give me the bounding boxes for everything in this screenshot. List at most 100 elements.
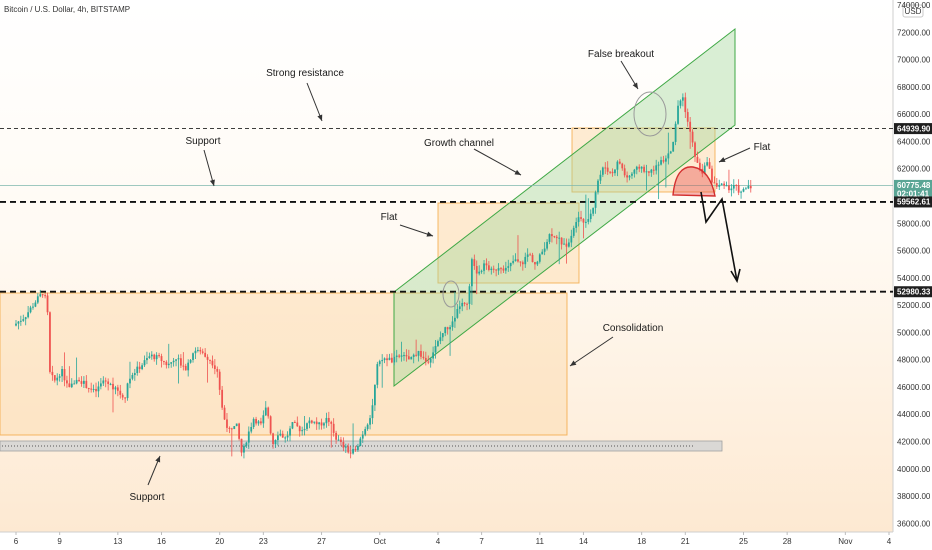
callout-arrowhead: [209, 179, 215, 186]
x-tick-label: 11: [536, 537, 545, 546]
candle-body: [403, 355, 405, 357]
x-tick-label: 4: [436, 537, 441, 546]
channel-touch-circle: [442, 280, 460, 308]
candle-body: [492, 268, 495, 270]
arrow-strong-resistance: [306, 82, 323, 122]
x-tick-label: 4: [887, 537, 892, 546]
candle-body: [604, 167, 607, 169]
candle-body: [155, 355, 158, 360]
candle-body: [119, 390, 122, 395]
y-tick-label: 70000.00: [897, 56, 931, 65]
candle-body: [238, 423, 240, 439]
annotation-growth-channel: Growth channel: [424, 138, 494, 149]
candle-body: [272, 433, 274, 445]
candle-body: [521, 262, 524, 265]
time-axis-ticks: 6 9 13 16 20 23 27 Oct 4 7 11 14 18 21 25 28 Nov 4: [14, 532, 892, 546]
annotation-flat-upper: Flat: [754, 142, 771, 153]
candle-body: [582, 218, 585, 223]
overlays-layer: [442, 91, 741, 308]
y-tick-label: 68000.00: [897, 83, 931, 92]
candle-body: [245, 442, 248, 446]
candle-body: [211, 360, 214, 366]
currency-badge[interactable]: USD: [905, 7, 922, 16]
candle-body: [342, 441, 345, 448]
candle-body: [75, 379, 78, 384]
candle-body: [626, 175, 628, 178]
candle-body: [252, 418, 255, 428]
candle-body: [19, 320, 22, 322]
candle-body: [466, 303, 468, 305]
candle-body: [310, 420, 313, 423]
candle-body: [616, 161, 619, 170]
projected-path: [700, 191, 738, 282]
candle-body: [143, 360, 146, 366]
candle-body: [335, 432, 337, 440]
callout-arrowheads: [155, 82, 726, 463]
candle-body: [129, 378, 131, 384]
candle-body: [46, 295, 49, 313]
candle-body: [56, 377, 59, 381]
candle-body: [306, 423, 308, 429]
y-tick-label: 66000.00: [897, 110, 931, 119]
candle-body: [555, 236, 558, 239]
candle-body: [371, 405, 374, 419]
callout-arrowhead: [719, 157, 726, 162]
candle-body: [463, 302, 466, 304]
candle-body: [732, 184, 735, 189]
candle-body: [737, 185, 740, 193]
candle-body: [650, 169, 653, 173]
candle-body: [587, 219, 590, 222]
candle-body: [281, 433, 284, 438]
price-level-value: 60775.48: [897, 181, 931, 190]
candle-body: [584, 221, 587, 223]
candle-body: [359, 438, 362, 446]
candle-body: [233, 426, 236, 429]
candle-body: [206, 356, 209, 360]
x-tick-label: 25: [739, 537, 748, 546]
candle-body: [667, 153, 670, 159]
candle-body: [451, 321, 454, 328]
candles-layer: [15, 92, 752, 459]
candle-body: [44, 295, 46, 297]
candle-body: [257, 421, 260, 424]
x-tick-label: 27: [317, 537, 326, 546]
candle-body: [386, 358, 388, 361]
candle-body: [24, 317, 27, 320]
candle-body: [383, 358, 386, 361]
candle-body: [713, 182, 716, 184]
candle-body: [565, 243, 568, 247]
annotation-false-breakout: False breakout: [588, 49, 654, 60]
candle-body: [80, 381, 83, 384]
candle-body: [332, 423, 335, 433]
y-tick-label: 74000.00: [897, 1, 931, 10]
candle-body: [577, 217, 580, 223]
candle-body: [677, 105, 679, 124]
callout-arrowhead: [426, 231, 433, 237]
candle-body: [49, 312, 51, 372]
candle-body: [102, 380, 105, 384]
x-tick-label: 18: [637, 537, 646, 546]
candle-body: [458, 306, 461, 310]
candle-body: [723, 183, 725, 186]
candle-body: [512, 261, 515, 263]
candle-body: [686, 112, 689, 122]
candle-body: [196, 349, 199, 351]
candle-body: [340, 439, 342, 442]
candle-body: [422, 356, 425, 358]
false-breakout-circle: [633, 91, 667, 137]
candle-body: [165, 361, 168, 366]
candle-body: [29, 307, 32, 313]
candle-countdown: 02:01:41: [897, 189, 930, 198]
candle-body: [136, 366, 139, 374]
candle-body: [638, 166, 641, 169]
y-tick-label: 46000.00: [897, 383, 931, 392]
candle-body: [420, 350, 422, 357]
currency-badge-box[interactable]: [902, 4, 924, 18]
callout-arrowhead: [570, 360, 577, 366]
candle-body: [657, 164, 660, 166]
candle-body: [27, 312, 30, 318]
candle-body: [558, 237, 561, 239]
candle-body: [301, 430, 304, 432]
